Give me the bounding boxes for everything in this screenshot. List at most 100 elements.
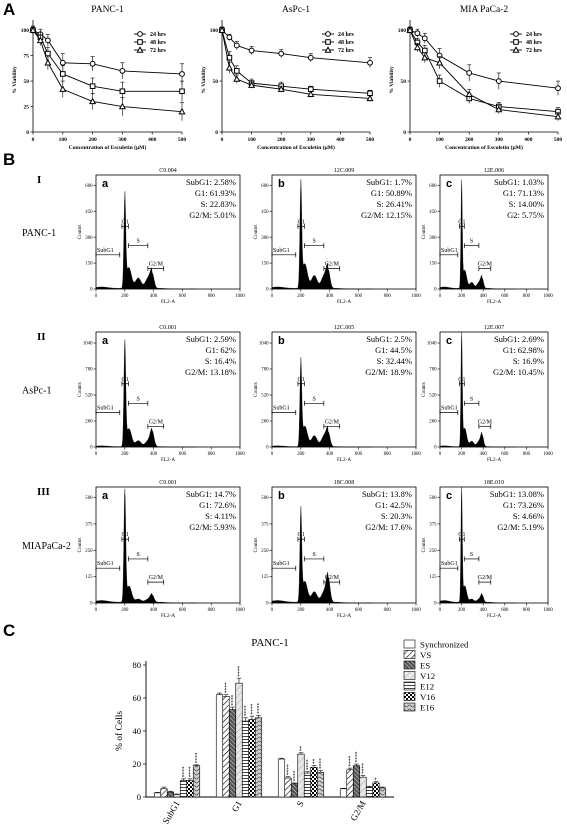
panel-letter: b <box>278 490 285 502</box>
y-axis-label: Counts <box>77 538 83 553</box>
significance-label: **** <box>348 755 354 766</box>
x-tick-label: 600 <box>501 294 509 299</box>
x-tick-label: 200 <box>458 452 466 457</box>
data-point <box>307 90 315 98</box>
legend-label: 72 hrs <box>338 48 355 54</box>
x-tick-label: 200 <box>121 452 129 457</box>
x-tick-label: 300 <box>495 137 504 143</box>
x-tick-label: 1000 <box>543 452 553 457</box>
y-tick-label: 260 <box>429 420 437 425</box>
histogram-trace <box>271 179 373 290</box>
y-axis-label: Counts <box>421 225 427 240</box>
histogram-3-c: 18E.010 c 0 200 400 600 800 1000 0 125 250 375 500 FL… <box>421 480 553 619</box>
bar <box>378 787 387 798</box>
x-tick-label: 200 <box>458 294 466 299</box>
x-tick-label: 200 <box>465 137 474 143</box>
gate-label: SubG1 <box>273 248 290 254</box>
gate-label: SubG1 <box>441 406 458 412</box>
x-tick-label: 100 <box>59 137 68 143</box>
population-stat: S: 16.9% <box>513 356 544 366</box>
x-tick-label: 600 <box>179 452 187 457</box>
x-tick-label: 800 <box>523 294 531 299</box>
gate-label: S <box>470 396 473 402</box>
x-tick-label: 0 <box>95 294 98 299</box>
x-tick-label: 200 <box>121 294 129 299</box>
panel-label-b: B <box>3 150 15 169</box>
legend-marker <box>325 39 331 45</box>
histogram-trace <box>439 179 516 290</box>
data-point <box>465 90 473 98</box>
series-line-1 <box>409 29 559 89</box>
y-tick-label: 375 <box>261 523 269 528</box>
population-stat: SubG1: 13.8% <box>362 489 412 499</box>
x-tick-label: 200 <box>297 452 305 457</box>
y-tick-label: 260 <box>261 420 269 425</box>
y-tick-label: 0 <box>266 446 269 451</box>
x-tick-label: 800 <box>523 452 531 457</box>
x-tick-label: 0 <box>95 608 98 613</box>
x-axis-label: FL2-A <box>337 613 351 619</box>
y-tick-label: 1040 <box>259 342 269 347</box>
x-tick-label: 500 <box>554 137 563 143</box>
histogram-2-a: C0.001 a 0 200 400 600 800 1000 0 260 520 780 1040 FL… <box>77 325 245 463</box>
x-tick-label: 400 <box>150 294 158 299</box>
significance-label: **** <box>182 766 188 777</box>
x-axis-label: FL2-A <box>337 299 351 305</box>
population-stat: SubG1: 2.59% <box>186 334 236 344</box>
bar <box>179 780 188 798</box>
bar <box>153 792 162 798</box>
x-tick-label: 600 <box>501 452 509 457</box>
data-point <box>45 50 51 57</box>
category-label: S <box>295 799 306 808</box>
legend-swatch <box>403 671 416 680</box>
gate-label: S <box>312 396 315 402</box>
data-point <box>555 85 561 92</box>
y-tick-label: 250 <box>261 549 269 554</box>
histogram-row-3: III MIAPaCa-2 C0.001 a 0 200 400 600 800 1000 0 125… <box>22 480 553 619</box>
panel-letter: a <box>102 490 109 502</box>
significance-label: **** <box>244 705 250 716</box>
x-tick-label: 0 <box>439 294 442 299</box>
y-tick-label: 50 <box>24 79 30 85</box>
data-point <box>436 58 444 66</box>
histogram-row-2: II AsPc-1 C0.001 a 0 200 400 600 800 1000 0 260 520 7… <box>22 325 553 463</box>
histogram-row-1: I PANC-1 C0.004 a 0 200 400 600 800 1000 0 150 300 45… <box>22 168 553 305</box>
x-tick-label: 400 <box>326 452 334 457</box>
significance-label: ** <box>299 746 305 752</box>
row-cell-line: AsPc-1 <box>22 386 51 397</box>
population-stat: S: 32.44% <box>377 356 412 366</box>
x-axis-label: FL2-A <box>161 613 175 619</box>
y-tick-label: 450 <box>429 210 437 215</box>
data-point <box>178 107 186 115</box>
sample-id: C0.001 <box>159 480 177 486</box>
x-tick-label: 800 <box>384 608 392 613</box>
x-tick-label: 400 <box>480 452 488 457</box>
data-point <box>89 83 96 89</box>
significance-label: **** <box>224 682 230 693</box>
histogram-2-b: 12C.005 b 0 200 400 600 800 1000 0 260 520 780 1040 F… <box>253 325 421 463</box>
y-tick-label: 0 <box>90 602 93 607</box>
gate-label: G2/M <box>478 261 493 267</box>
category-label: SubG1 <box>161 799 182 826</box>
gate-label: G2/M <box>478 419 493 425</box>
x-tick-label: 200 <box>88 137 97 143</box>
x-tick-label: 0 <box>221 137 224 143</box>
gate-label: SubG1 <box>97 248 114 254</box>
panel-letter: b <box>278 178 285 190</box>
significance-label: **** <box>361 763 367 774</box>
x-axis-label: FL2-A <box>337 457 351 463</box>
bar <box>254 717 263 798</box>
gate-label: G1 <box>121 377 128 383</box>
bar <box>215 694 224 798</box>
x-tick-label: 600 <box>355 608 363 613</box>
x-tick-label: 400 <box>326 294 334 299</box>
y-tick-label: 250 <box>429 549 437 554</box>
gate-label: SubG1 <box>97 561 114 567</box>
population-stat: S: 22.83% <box>201 199 236 209</box>
y-axis-label: Counts <box>77 225 83 240</box>
y-tick-label: 50 <box>401 79 407 85</box>
population-stat: G2/M: 5.01% <box>189 210 236 220</box>
legend-label: 24 hrs <box>150 32 167 38</box>
gate-label: G1 <box>458 377 465 383</box>
y-tick-label: 0 <box>137 792 141 802</box>
